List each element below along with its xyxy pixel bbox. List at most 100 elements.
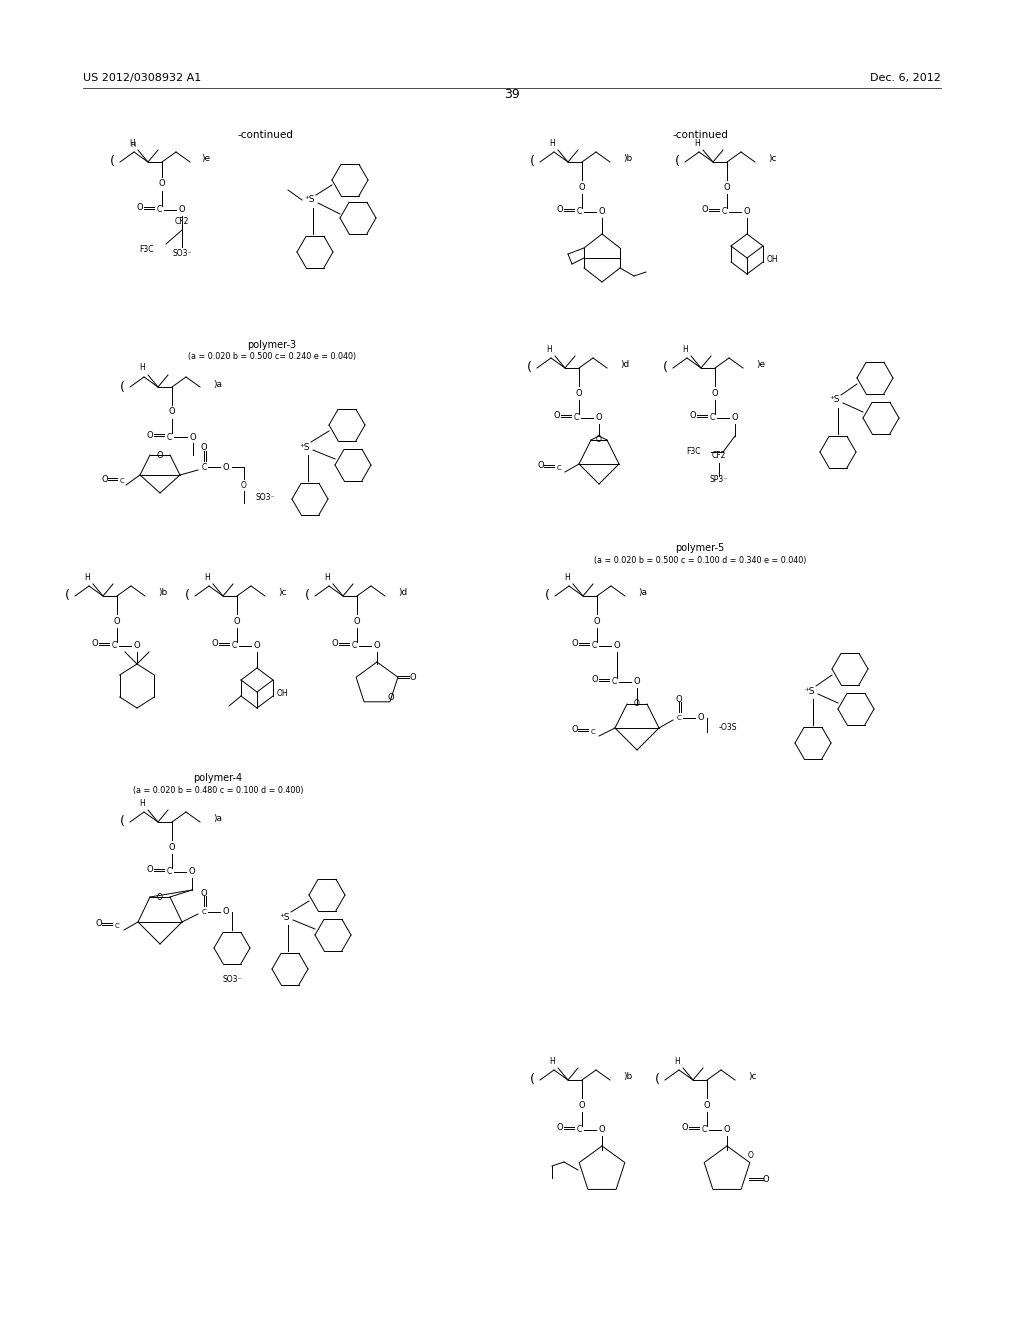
Text: C: C <box>202 909 207 915</box>
Text: O: O <box>159 180 165 189</box>
Text: C: C <box>166 867 172 876</box>
Text: H: H <box>204 573 210 582</box>
Text: )d: )d <box>621 360 630 370</box>
Text: )a: )a <box>213 380 222 388</box>
Text: O: O <box>743 207 751 216</box>
Text: O: O <box>579 182 586 191</box>
Text: C: C <box>231 642 237 651</box>
Text: -O3S: -O3S <box>719 723 737 733</box>
Text: O: O <box>169 842 175 851</box>
Text: (: ( <box>304 590 309 602</box>
Text: O: O <box>557 206 563 214</box>
Text: (a = 0.020 b = 0.480 c = 0.100 d = 0.400): (a = 0.020 b = 0.480 c = 0.100 d = 0.400… <box>133 785 303 795</box>
Text: F3C: F3C <box>139 244 154 253</box>
Text: O: O <box>114 616 120 626</box>
Text: O: O <box>134 642 140 651</box>
Text: O: O <box>157 892 163 902</box>
Text: (: ( <box>65 590 70 602</box>
Text: O: O <box>554 412 560 421</box>
Text: C: C <box>591 729 595 735</box>
Text: CF2: CF2 <box>712 451 726 461</box>
Text: H: H <box>546 345 552 354</box>
Text: -continued: -continued <box>238 129 293 140</box>
Text: H: H <box>325 573 330 582</box>
Text: O: O <box>676 694 682 704</box>
Text: O: O <box>189 433 197 441</box>
Text: C: C <box>157 206 162 214</box>
Text: O: O <box>613 642 621 651</box>
Text: O: O <box>690 412 696 421</box>
Text: O: O <box>201 444 207 453</box>
Text: (: ( <box>675 156 680 169</box>
Text: C: C <box>677 715 681 721</box>
Text: H: H <box>694 139 699 148</box>
Text: -continued: -continued <box>672 129 728 140</box>
Text: O: O <box>332 639 338 648</box>
Text: O: O <box>592 676 598 685</box>
Text: H: H <box>130 143 135 148</box>
Text: C: C <box>592 642 597 651</box>
Text: C: C <box>557 465 561 471</box>
Text: (: ( <box>529 156 535 169</box>
Text: H: H <box>549 139 555 148</box>
Text: )c: )c <box>769 154 777 164</box>
Text: polymer-4: polymer-4 <box>194 774 243 783</box>
Text: (: ( <box>120 380 125 393</box>
Text: ⁺S: ⁺S <box>305 195 315 205</box>
Text: O: O <box>254 642 260 651</box>
Text: Dec. 6, 2012: Dec. 6, 2012 <box>870 73 941 83</box>
Text: O: O <box>157 450 163 459</box>
Text: O: O <box>594 616 600 626</box>
Text: )a: )a <box>213 814 222 824</box>
Text: (: ( <box>110 156 115 169</box>
Text: ⁺S: ⁺S <box>805 686 815 696</box>
Text: C: C <box>573 413 579 422</box>
Text: O: O <box>92 639 98 648</box>
Text: C: C <box>202 462 207 471</box>
Text: (: ( <box>526 362 531 375</box>
Text: O: O <box>410 672 417 681</box>
Text: )e: )e <box>757 360 766 370</box>
Text: OH: OH <box>278 689 289 698</box>
Text: (a = 0.020 b = 0.500 c= 0.240 e = 0.040): (a = 0.020 b = 0.500 c= 0.240 e = 0.040) <box>188 352 356 362</box>
Text: O: O <box>233 616 241 626</box>
Text: SO3⁻: SO3⁻ <box>222 975 242 985</box>
Text: C: C <box>701 1126 707 1134</box>
Text: (: ( <box>120 816 125 829</box>
Text: H: H <box>139 363 144 372</box>
Text: (: ( <box>184 590 189 602</box>
Text: O: O <box>557 1123 563 1133</box>
Text: O: O <box>201 888 207 898</box>
Text: O: O <box>575 388 583 397</box>
Text: O: O <box>634 677 640 686</box>
Text: C: C <box>577 207 582 216</box>
Text: C: C <box>577 1126 582 1134</box>
Text: C: C <box>721 207 727 216</box>
Text: O: O <box>599 1126 605 1134</box>
Text: polymer-5: polymer-5 <box>676 543 725 553</box>
Text: H: H <box>549 1056 555 1065</box>
Text: (: ( <box>545 590 550 602</box>
Text: )b: )b <box>624 154 633 164</box>
Text: C: C <box>710 413 715 422</box>
Text: (a = 0.020 b = 0.500 c = 0.100 d = 0.340 e = 0.040): (a = 0.020 b = 0.500 c = 0.100 d = 0.340… <box>594 556 806 565</box>
Text: O: O <box>388 693 394 702</box>
Text: )d: )d <box>398 589 408 598</box>
Text: (: ( <box>529 1073 535 1086</box>
Text: ⁺S: ⁺S <box>280 912 290 921</box>
Text: )a: )a <box>639 589 647 598</box>
Text: O: O <box>599 207 605 216</box>
Text: O: O <box>146 430 154 440</box>
Text: O: O <box>571 726 579 734</box>
Text: SO3⁻: SO3⁻ <box>172 248 191 257</box>
Text: C: C <box>611 677 616 686</box>
Text: O: O <box>212 639 218 648</box>
Text: O: O <box>571 639 579 648</box>
Text: O: O <box>353 616 360 626</box>
Text: O: O <box>724 1126 730 1134</box>
Text: H: H <box>674 1056 680 1065</box>
Text: C: C <box>115 923 120 929</box>
Text: CF2: CF2 <box>175 218 189 227</box>
Text: ⁺S: ⁺S <box>300 442 310 451</box>
Text: C: C <box>120 478 124 484</box>
